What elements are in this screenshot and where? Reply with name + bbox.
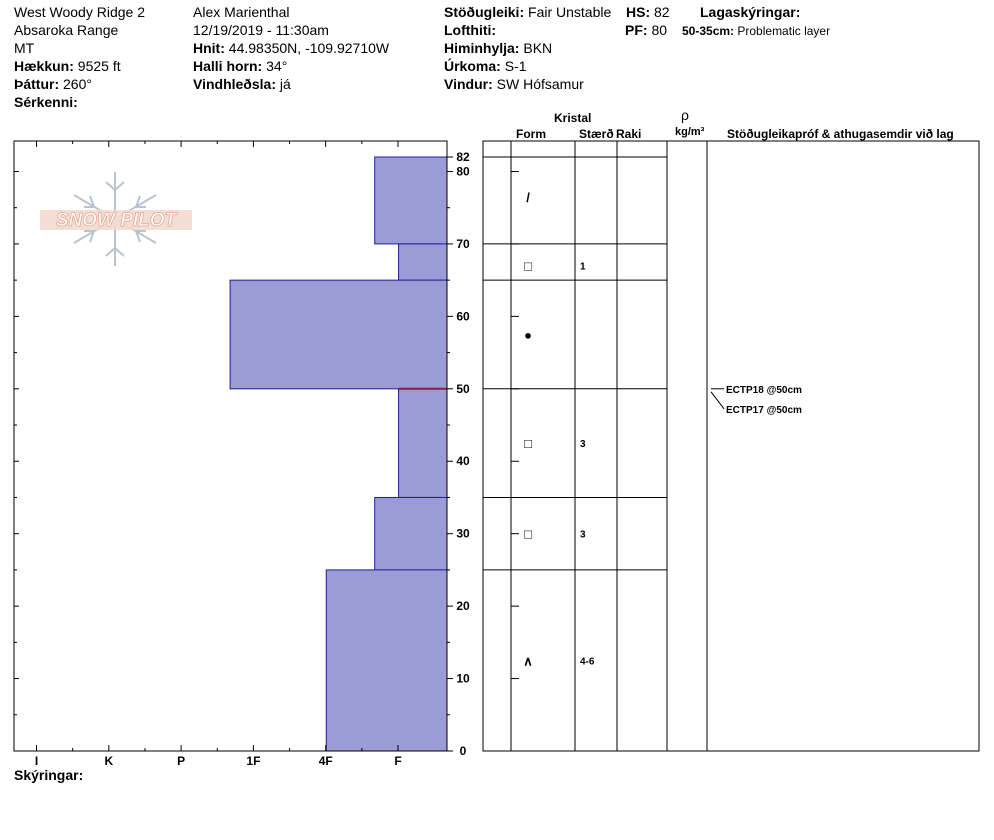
grain-size: 4-6 [580,656,595,667]
grain-form-symbol: ● [524,327,532,342]
stability-label: Stöðugleiki: [444,4,525,20]
observation-datetime: 12/19/2019 - 11:30am [193,22,329,38]
grain-form-symbol: □ [524,436,532,451]
y-tick-label: 50 [456,382,470,396]
slope-angle-label: Halli horn: [193,58,263,74]
sky-cover-label: Himinhylja: [444,40,520,56]
hardness-layer-2 [229,279,448,390]
coordinates-row: Hnit: 44.98350N, -109.92710W [193,39,389,57]
grain-size: 3 [580,439,586,450]
y-tick-label: 60 [456,309,470,323]
sky-cover-value: BKN [523,40,553,56]
location-name: West Woody Ridge 2 [14,4,145,20]
hardness-label-f: F [394,754,401,768]
wind-label: Vindur: [444,76,493,92]
y-tick-label: 10 [456,672,470,686]
pf-label: PF: [625,22,648,38]
aspect-row: Þáttur: 260° [14,75,92,93]
grain-form-symbol: □ [524,259,532,274]
y-tick-label: 80 [456,164,470,178]
legend-item-range: 50-35cm: [682,24,735,38]
air-temp-label: Lofthiti: [444,22,497,38]
wind-row: Vindur: SW Hófsamur [444,75,584,93]
hardness-layer-1 [398,243,448,281]
grain-form-symbol: □ [524,527,532,542]
pf-value: 80 [651,22,668,38]
hardness-layer-4 [374,496,448,571]
coordinates-label: Hnit: [193,40,225,56]
legend-item: 50-35cm: Problematic layer [682,22,830,40]
elevation-value: 9525 ft [77,58,121,74]
y-tick-label: 30 [456,527,470,541]
slope-angle-row: Halli horn: 34° [193,57,287,75]
moisture-header: Raki [616,127,642,141]
size-header: Stærð [579,127,614,141]
wind-loading-row: Vindhleðsla: já [193,75,291,93]
y-tick-label: 20 [456,599,470,613]
y-tick-label: 40 [456,454,470,468]
aspect-label: Þáttur: [14,76,60,92]
wind-loading-value: já [279,76,291,92]
hardness-label-k: K [104,754,113,768]
tests-header: Stöðugleikapróf & athugasemdir við lag [727,127,954,141]
legend-title: Lagaskýringar: [700,4,801,20]
grain-size: 1 [580,262,586,273]
wind-value: SW Hófsamur [496,76,584,92]
density-rho-symbol: ρ [681,107,689,123]
hardness-label-1f: 1F [246,754,260,768]
stability-row: Stöðugleiki: Fair Unstable [444,3,611,21]
grain-form-symbol: / [526,190,530,205]
pf-row: PF: 80 [625,21,667,39]
stability-test-label: ECTP18 @50cm [726,385,802,396]
y-tick-label: 0 [460,744,467,758]
precipitation-value: S-1 [504,58,527,74]
hs-row: HS: 82 [626,3,670,21]
form-header: Form [516,127,546,141]
stability-value: Fair Unstable [528,4,612,20]
elevation-row: Hækkun: 9525 ft [14,57,121,75]
hardness-label-4f: 4F [319,754,333,768]
logo-text: SNOW PILOT [56,210,178,231]
crystal-header: Kristal [554,111,592,125]
mountain-range: Absaroka Range [14,22,119,38]
hardness-layer-5 [325,569,448,752]
sky-cover-row: Himinhylja: BKN [444,39,552,57]
hardness-chart-frame [13,140,448,752]
elevation-label: Hækkun: [14,58,74,74]
precipitation-label: Úrkoma: [444,58,501,74]
state: MT [14,40,35,56]
hardness-layer-3 [398,388,448,498]
precipitation-row: Úrkoma: S-1 [444,57,526,75]
density-unit: kg/m³ [675,126,705,138]
hardness-label-p: P [177,754,185,768]
features-label: Sérkenni: [14,94,78,110]
observer-name: Alex Marienthal [193,4,290,20]
legend-item-text: Problematic layer [737,24,831,38]
notes-label: Skýringar: [14,767,84,783]
slope-angle-value: 34° [266,58,288,74]
aspect-value: 260° [63,76,92,92]
grain-size: 3 [580,530,586,541]
grain-form-symbol: ∧ [523,653,533,668]
test-pointer [710,391,725,410]
stability-test-label: ECTP17 @50cm [726,405,802,416]
snow-pilot-logo: SNOW PILOT [40,172,192,266]
coordinates-value: 44.98350N, -109.92710W [228,40,390,56]
y-top-label: 82 [456,150,470,164]
hardness-label-i: I [35,754,38,768]
y-tick-label: 70 [456,237,470,251]
hardness-layer-0 [374,156,448,245]
hs-value: 82 [654,4,670,20]
wind-loading-label: Vindhleðsla: [193,76,276,92]
profile-table-frame [482,140,980,752]
profile-table: / □ 1 ● □ 3 □ 3 ∧ 4-6 ECTP18 @50cm ECTP17 @50cm [482,140,980,752]
hs-label: HS: [626,4,651,20]
